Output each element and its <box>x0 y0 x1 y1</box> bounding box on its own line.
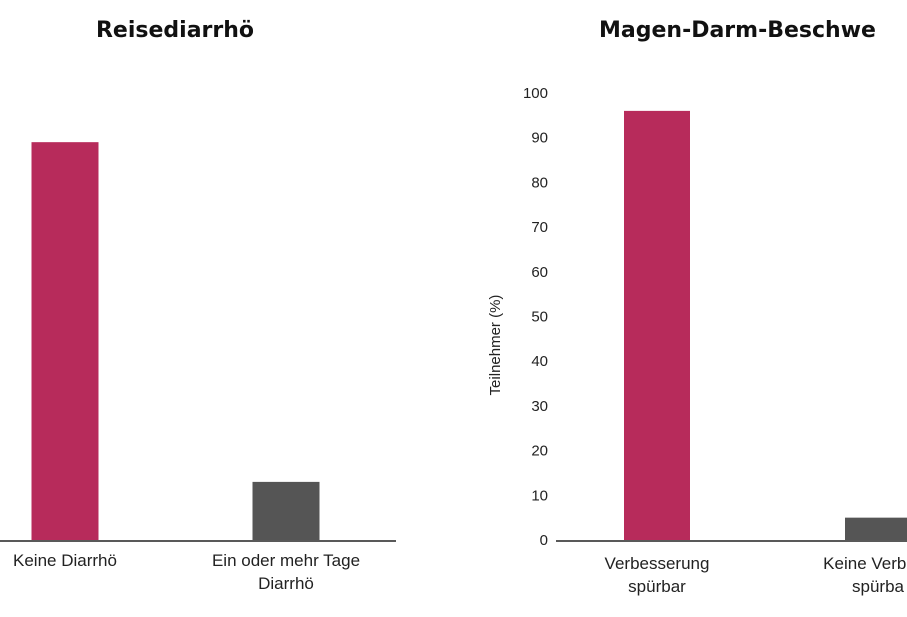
bar-2 <box>252 481 320 540</box>
category-label-2-line-2: Diarrhö <box>258 574 314 593</box>
right-chart-title: Magen-Darm-Beschwe <box>599 18 876 43</box>
right-chart-categories: Verbesserung spürbar Keine Verbess spürba <box>605 554 907 596</box>
category-label-2-line-2: spürba <box>852 577 905 596</box>
category-label-1-line-1: Verbesserung <box>605 554 710 573</box>
y-tick-label-70: 70 <box>531 219 548 236</box>
y-tick-label-50: 50 <box>531 309 548 326</box>
category-label-1-line-2: spürbar <box>628 577 686 596</box>
left-chart-bars <box>31 142 320 541</box>
y-tick-label-80: 80 <box>531 174 548 191</box>
left-chart-categories: Keine Diarrhö Ein oder mehr Tage Diarrhö <box>13 551 360 593</box>
y-tick-label-0: 0 <box>540 532 548 549</box>
right-chart-y-ticks: 0 10 20 30 40 50 60 70 80 90 100 <box>523 85 548 549</box>
y-tick-label-60: 60 <box>531 264 548 281</box>
right-chart-y-label: Teilnehmer (%) <box>487 295 504 396</box>
category-label-2-line-1: Keine Verbess <box>823 554 907 573</box>
y-tick-label-40: 40 <box>531 353 548 370</box>
right-chart-bars <box>624 110 907 540</box>
y-tick-label-90: 90 <box>531 130 548 147</box>
y-tick-label-20: 20 <box>531 443 548 460</box>
y-tick-label-10: 10 <box>531 487 548 504</box>
left-chart-title: Reisediarrhö <box>96 18 254 43</box>
y-tick-label-100: 100 <box>523 85 548 102</box>
bar-1 <box>31 142 99 541</box>
bar-1 <box>624 110 690 540</box>
category-label-2-line-1: Ein oder mehr Tage <box>212 551 360 570</box>
y-tick-label-30: 30 <box>531 398 548 415</box>
category-label-1-line-1: Keine Diarrhö <box>13 551 117 570</box>
bar-2 <box>845 517 907 540</box>
